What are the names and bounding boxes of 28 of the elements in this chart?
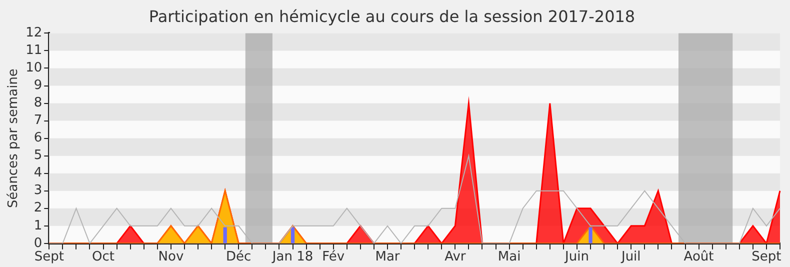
y-axis-title: Séances par semaine	[6, 68, 22, 208]
x-tick-label: Jan 18	[271, 250, 314, 265]
chart-title: Participation en hémicycle au cours de la session 2017-2018	[148, 6, 636, 26]
x-tick-label: Oct	[92, 250, 115, 265]
y-tick-label: 10	[26, 60, 42, 76]
y-tick-label: 0	[34, 236, 42, 251]
y-tick-label: 7	[34, 113, 42, 128]
y-tick-label: 2	[34, 200, 42, 216]
y-tick-label: 6	[34, 130, 42, 146]
y-tick-label: 11	[26, 43, 42, 58]
x-tick-label: Fév	[322, 250, 345, 265]
x-tick-label: Mai	[498, 250, 521, 265]
x-tick-label: Juil	[620, 250, 641, 265]
y-tick-label: 4	[34, 166, 42, 181]
x-tick-label: Mar	[375, 250, 400, 265]
x-tick-label: Sept	[752, 250, 782, 265]
x-tick-label: Sept	[34, 250, 64, 265]
y-tick-label: 12	[26, 26, 42, 41]
y-tick-label: 8	[34, 96, 42, 111]
y-tick-label: 1	[34, 218, 42, 234]
x-tick-label: Déc	[226, 250, 252, 265]
y-tick-label: 5	[34, 148, 42, 164]
x-tick-label: Avr	[444, 250, 466, 265]
y-tick-label: 3	[34, 183, 42, 198]
x-tick-label: Juin	[564, 250, 589, 265]
x-tick-label: Nov	[158, 250, 184, 265]
x-tick-label: Août	[684, 250, 714, 265]
y-tick-label: 9	[34, 78, 42, 94]
